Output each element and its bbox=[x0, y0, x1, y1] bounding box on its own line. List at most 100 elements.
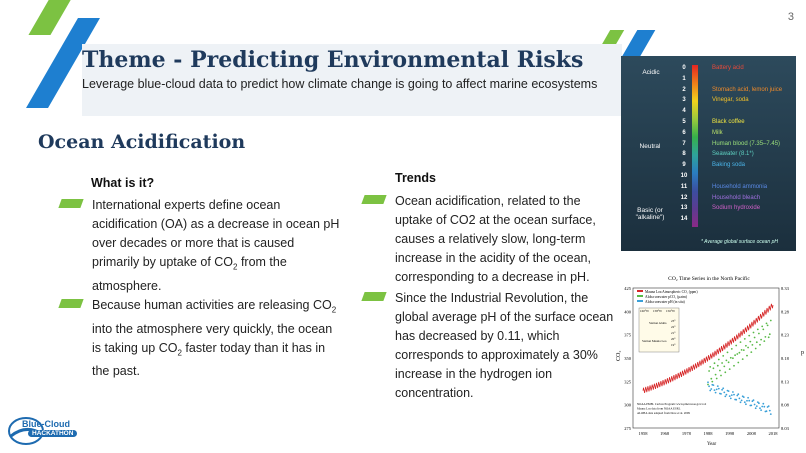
point-aloha-pco2 bbox=[739, 341, 742, 343]
y-tick-left-label: 400 bbox=[624, 309, 632, 314]
point-aloha-pco2 bbox=[721, 362, 723, 364]
ph-number: 3 bbox=[682, 97, 686, 104]
ph-number: 12 bbox=[680, 194, 688, 201]
point-aloha-pco2 bbox=[746, 354, 748, 357]
point-aloha-pco2 bbox=[740, 349, 743, 351]
point-aloha-pco2 bbox=[736, 353, 739, 355]
point-aloha-pco2 bbox=[762, 328, 765, 331]
point-aloha-pco2 bbox=[712, 367, 715, 370]
ph-substance-label: Stomach acid, lemon juice bbox=[712, 86, 783, 93]
x-axis-label: Year bbox=[707, 442, 717, 447]
x-tick-label: 1988 bbox=[704, 431, 714, 436]
point-aloha-ph bbox=[751, 400, 754, 403]
slide-subtitle: Leverage blue-cloud data to predict how … bbox=[82, 77, 598, 91]
series-mauna-loa-co2 bbox=[642, 303, 774, 393]
point-aloha-ph bbox=[750, 404, 753, 407]
y-tick-right-label: 8.23 bbox=[781, 333, 790, 338]
ph-neutral-label: Neutral bbox=[639, 143, 661, 150]
point-aloha-pco2 bbox=[758, 332, 760, 335]
y-tick-right-label: 8.13 bbox=[781, 379, 790, 384]
map-label: 20° bbox=[671, 337, 676, 341]
point-aloha-ph bbox=[754, 407, 757, 410]
decor-stripe-green bbox=[28, 0, 74, 35]
point-aloha-ph bbox=[765, 410, 768, 413]
point-aloha-pco2 bbox=[707, 383, 709, 386]
point-aloha-pco2 bbox=[768, 333, 771, 336]
point-aloha-pco2 bbox=[747, 346, 749, 349]
co2-time-series-chart: CO₂ Time Series in the North Pacific Mau… bbox=[615, 266, 804, 448]
y-tick-right-label: 8.33 bbox=[781, 286, 790, 291]
point-aloha-ph bbox=[738, 397, 741, 400]
source-line: ALOHA data adapted from Dore et al. 2009 bbox=[637, 411, 690, 415]
point-aloha-ph bbox=[715, 388, 718, 391]
logo-text: Blue-Cloud bbox=[22, 419, 70, 429]
point-aloha-pco2 bbox=[759, 343, 761, 346]
ph-number: 4 bbox=[682, 108, 686, 115]
map-label: 19° bbox=[671, 343, 676, 347]
point-aloha-ph bbox=[740, 399, 743, 402]
map-label: Station Aloha bbox=[649, 321, 667, 325]
point-aloha-pco2 bbox=[741, 358, 744, 360]
y-tick-right-label: 8.28 bbox=[781, 309, 790, 314]
title-band bbox=[82, 44, 622, 116]
point-aloha-pco2 bbox=[749, 340, 752, 343]
ph-substance-label: Seawater (8.1*) bbox=[712, 151, 754, 158]
point-aloha-ph bbox=[712, 384, 715, 386]
point-aloha-ph bbox=[747, 396, 749, 399]
point-aloha-pco2 bbox=[734, 354, 736, 357]
x-tick-label: 1968 bbox=[660, 431, 670, 436]
ph-substance-label: Household ammonia bbox=[712, 183, 768, 190]
point-aloha-pco2 bbox=[729, 356, 732, 359]
point-aloha-ph bbox=[752, 399, 755, 401]
map-label: 23° bbox=[671, 319, 676, 323]
point-aloha-ph bbox=[724, 395, 727, 398]
point-aloha-pco2 bbox=[714, 373, 717, 376]
ph-acidic-label: Acidic bbox=[642, 69, 660, 76]
y-axis-right-label: pH bbox=[801, 350, 804, 356]
point-aloha-ph bbox=[717, 387, 720, 390]
ph-substance-label: Human blood (7.35–7.45) bbox=[712, 140, 781, 147]
trends-heading: Trends bbox=[395, 171, 436, 185]
ph-gradient-bar bbox=[692, 65, 698, 227]
point-aloha-ph bbox=[745, 403, 747, 406]
bullet-marker bbox=[58, 299, 84, 308]
legend-entry: Mauna Loa Atmospheric CO₂ (ppm) bbox=[645, 290, 698, 294]
ph-number: 14 bbox=[680, 216, 688, 223]
x-tick-label: 1978 bbox=[682, 431, 692, 436]
point-aloha-ph bbox=[728, 395, 731, 397]
point-aloha-pco2 bbox=[748, 334, 751, 337]
point-aloha-pco2 bbox=[753, 336, 756, 339]
point-aloha-ph bbox=[727, 390, 730, 392]
chart-series bbox=[642, 303, 774, 415]
point-aloha-ph bbox=[759, 407, 761, 410]
what-heading: What is it? bbox=[91, 176, 155, 190]
ph-number: 1 bbox=[682, 75, 686, 82]
point-aloha-ph bbox=[707, 381, 709, 384]
point-aloha-ph bbox=[753, 403, 756, 406]
point-aloha-pco2 bbox=[709, 366, 712, 368]
point-aloha-ph bbox=[755, 405, 758, 407]
point-aloha-pco2 bbox=[765, 322, 768, 325]
point-aloha-pco2 bbox=[737, 361, 740, 364]
ph-number: 2 bbox=[682, 86, 686, 93]
map-label: 21° bbox=[671, 331, 676, 335]
map-label: 160°W bbox=[640, 309, 649, 313]
point-aloha-pco2 bbox=[752, 331, 755, 334]
point-aloha-ph bbox=[725, 393, 728, 396]
y-tick-left-label: 275 bbox=[624, 426, 632, 431]
map-label: Station Mauna Loa bbox=[642, 339, 667, 343]
ph-substance-label: Sodium hydroxide bbox=[712, 205, 761, 212]
point-aloha-pco2 bbox=[751, 344, 754, 346]
ph-number: 0 bbox=[682, 65, 686, 71]
point-aloha-pco2 bbox=[761, 325, 764, 328]
point-aloha-ph bbox=[761, 405, 764, 408]
y-tick-left-label: 425 bbox=[624, 286, 632, 291]
point-aloha-ph bbox=[748, 399, 751, 402]
point-aloha-pco2 bbox=[719, 369, 721, 372]
ph-substance-label: Battery acid bbox=[712, 65, 744, 71]
point-aloha-pco2 bbox=[743, 338, 746, 340]
point-aloha-pco2 bbox=[767, 336, 770, 339]
ph-number: 13 bbox=[680, 205, 688, 212]
point-aloha-pco2 bbox=[754, 347, 757, 350]
